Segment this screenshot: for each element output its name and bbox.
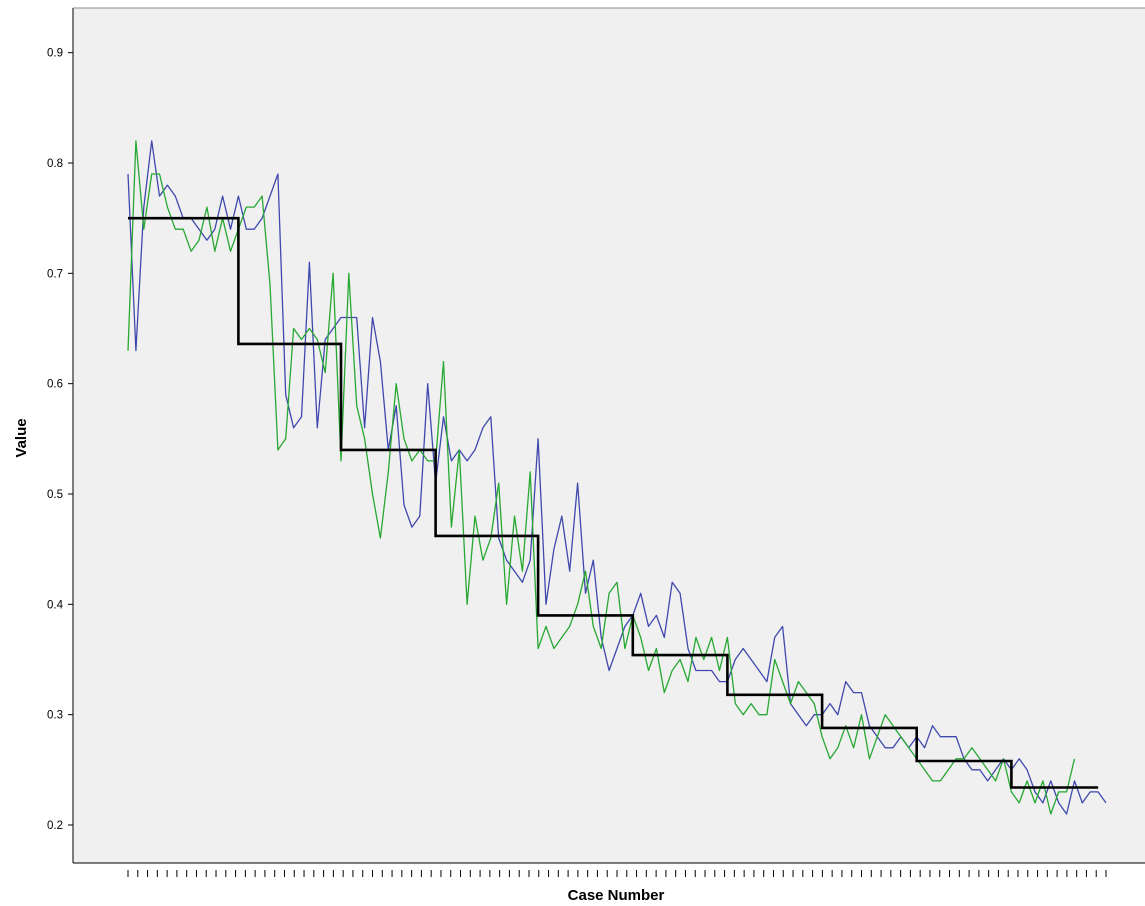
y-tick-label: 0.9: [47, 48, 63, 60]
y-tick-label: 0.8: [47, 158, 63, 170]
series-layer: [127, 140, 1107, 815]
plot-background: [73, 8, 1145, 863]
y-axis-title: Value: [13, 418, 30, 457]
y-tick-label: 0.5: [47, 489, 63, 501]
series-line-step: [128, 216, 1099, 789]
y-tick-label: 0.4: [47, 599, 64, 611]
y-tick-label: 0.2: [47, 820, 63, 832]
y-axis-ticks: 0.2 0.3 0.4 0.5 0.6 0.7 0.8 0.9: [47, 48, 73, 832]
y-tick-label: 0.6: [47, 379, 63, 391]
x-axis-title: Case Number: [568, 887, 665, 904]
y-tick-label: 0.7: [47, 268, 63, 280]
series-line-blue: [127, 140, 1107, 815]
y-tick-label: 0.3: [47, 710, 63, 722]
x-axis-ticks: [127, 870, 1107, 877]
